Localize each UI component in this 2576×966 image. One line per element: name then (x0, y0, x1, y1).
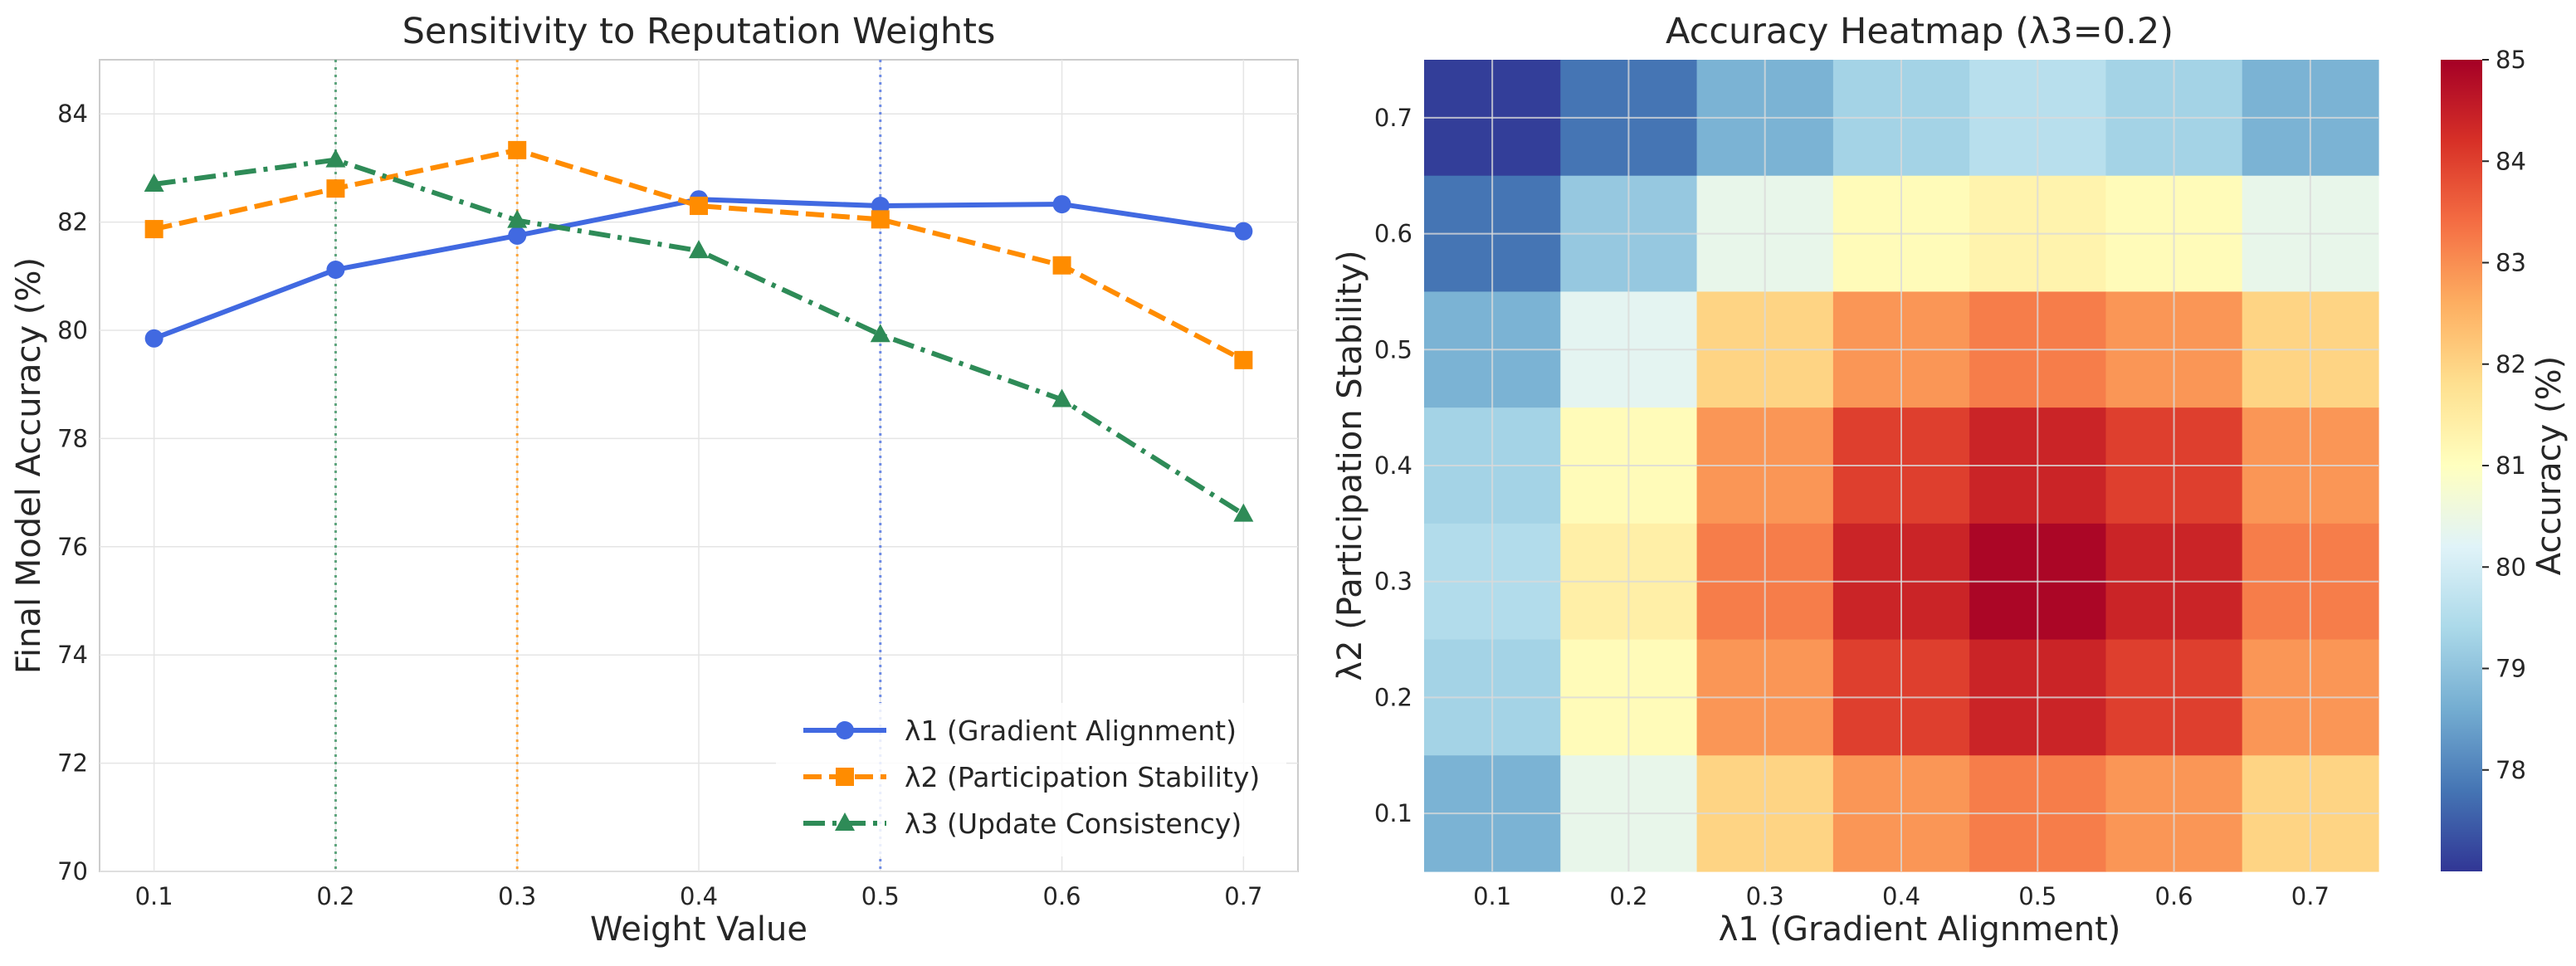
colorbar-tick-label: 80 (2496, 553, 2526, 581)
heatmap-x-tick-label: 0.1 (1473, 882, 1511, 910)
series-point-lambda3 (870, 324, 890, 343)
legend-label-lambda3: λ3 (Update Consistency) (905, 807, 1242, 840)
series-point-lambda1 (144, 329, 163, 348)
colorbar-tick-label: 85 (2496, 46, 2526, 74)
series-point-lambda3 (325, 149, 346, 168)
colorbar-tick-label: 83 (2496, 249, 2526, 277)
series-point-lambda1 (508, 226, 527, 245)
line-y-tick-label: 72 (57, 749, 88, 778)
heatmap-y-tick-label: 0.7 (1374, 104, 1412, 132)
series-point-lambda2 (508, 140, 527, 159)
line-x-tick-label: 0.2 (316, 882, 354, 910)
heatmap-x-tick-label: 0.4 (1882, 882, 1920, 910)
line-y-tick-label: 78 (57, 424, 88, 452)
series-point-lambda3 (1051, 388, 1072, 407)
colorbar-ticks: 78 79 80 81 82 83 84 85 (2482, 46, 2526, 784)
line-x-tick-label: 0.1 (135, 882, 173, 910)
heatmap-y-ticks: 0.1 0.2 0.3 0.4 0.5 0.6 0.7 (1374, 104, 1412, 827)
heatmap-x-tick-label: 0.5 (2018, 882, 2056, 910)
series-point-lambda2 (326, 179, 345, 198)
line-x-tick-label: 0.7 (1224, 882, 1262, 910)
heatmap-y-tick-label: 0.6 (1374, 220, 1412, 248)
series-point-lambda2 (690, 197, 708, 216)
series-point-lambda3 (689, 240, 709, 259)
line-y-tick-label: 82 (57, 208, 88, 237)
legend-marker-lambda3 (835, 812, 855, 831)
colorbar (2441, 60, 2482, 871)
heatmap-grid (1424, 60, 2378, 871)
series-point-lambda1 (1052, 195, 1071, 214)
colorbar-label: Accuracy (%) (2530, 356, 2569, 576)
legend-label-lambda2: λ2 (Participation Stability) (905, 761, 1260, 793)
line-chart-panel: Sensitivity to Reputation Weights 0.1 0.2… (10, 11, 1299, 949)
legend-marker-lambda1 (836, 721, 854, 739)
heatmap-x-tick-label: 0.7 (2291, 882, 2330, 910)
line-y-tick-label: 80 (57, 316, 88, 344)
heatmap-x-tick-label: 0.2 (1609, 882, 1647, 910)
line-x-tick-label: 0.4 (680, 882, 718, 910)
line-legend: λ1 (Gradient Alignment) λ2 (Participation… (776, 703, 1286, 856)
legend-label-lambda1: λ1 (Gradient Alignment) (905, 715, 1237, 747)
heatmap-title: Accuracy Heatmap (λ3=0.2) (1666, 11, 2174, 52)
legend-marker-lambda2 (836, 768, 854, 786)
line-x-tick-label: 0.5 (861, 882, 900, 910)
line-y-ticks: 70 72 74 76 78 80 82 84 (57, 100, 88, 886)
line-y-tick-label: 74 (57, 641, 88, 669)
legend-box (776, 703, 1286, 856)
line-x-tick-label: 0.3 (498, 882, 536, 910)
series-point-lambda1 (326, 260, 345, 279)
heatmap-x-ticks: 0.1 0.2 0.3 0.4 0.5 0.6 0.7 (1473, 882, 2330, 910)
line-x-ticks: 0.1 0.2 0.3 0.4 0.5 0.6 0.7 (135, 882, 1263, 910)
series-point-lambda2 (144, 220, 163, 239)
heatmap-y-tick-label: 0.5 (1374, 335, 1412, 363)
series-point-lambda2 (1052, 256, 1071, 275)
colorbar-tick-label: 84 (2496, 147, 2526, 175)
heatmap-y-axis-label: λ2 (Participation Stability) (1331, 250, 1369, 681)
heatmap-panel: Accuracy Heatmap (λ3=0.2) 0.1 0.2 0.3 0.4 0.… (1331, 11, 2569, 949)
heatmap-y-tick-label: 0.2 (1374, 683, 1412, 711)
heatmap-x-axis-label: λ1 (Gradient Alignment) (1719, 910, 2121, 949)
line-series-group (144, 140, 1254, 522)
series-point-lambda3 (507, 209, 528, 228)
series-point-lambda3 (144, 173, 164, 192)
series-point-lambda2 (1234, 350, 1253, 369)
colorbar-tick-label: 79 (2496, 655, 2526, 683)
heatmap-y-tick-label: 0.4 (1374, 451, 1412, 480)
line-x-axis-label: Weight Value (590, 910, 807, 949)
colorbar-tick-label: 82 (2496, 350, 2526, 378)
line-y-tick-label: 70 (57, 857, 88, 886)
heatmap-x-tick-label: 0.3 (1746, 882, 1784, 910)
heatmap-y-tick-label: 0.3 (1374, 568, 1412, 596)
series-point-lambda3 (1233, 503, 1254, 522)
heatmap-x-tick-label: 0.6 (2155, 882, 2193, 910)
colorbar-tick-label: 81 (2496, 451, 2526, 480)
line-chart-title: Sensitivity to Reputation Weights (402, 11, 996, 52)
line-x-tick-label: 0.6 (1043, 882, 1081, 910)
line-y-tick-label: 84 (57, 100, 88, 128)
colorbar-tick-label: 78 (2496, 756, 2526, 784)
line-y-axis-label: Final Model Accuracy (%) (10, 257, 48, 674)
series-point-lambda1 (1234, 222, 1253, 241)
series-point-lambda2 (871, 210, 890, 229)
heatmap-y-tick-label: 0.1 (1374, 799, 1412, 827)
line-y-tick-label: 76 (57, 533, 88, 561)
